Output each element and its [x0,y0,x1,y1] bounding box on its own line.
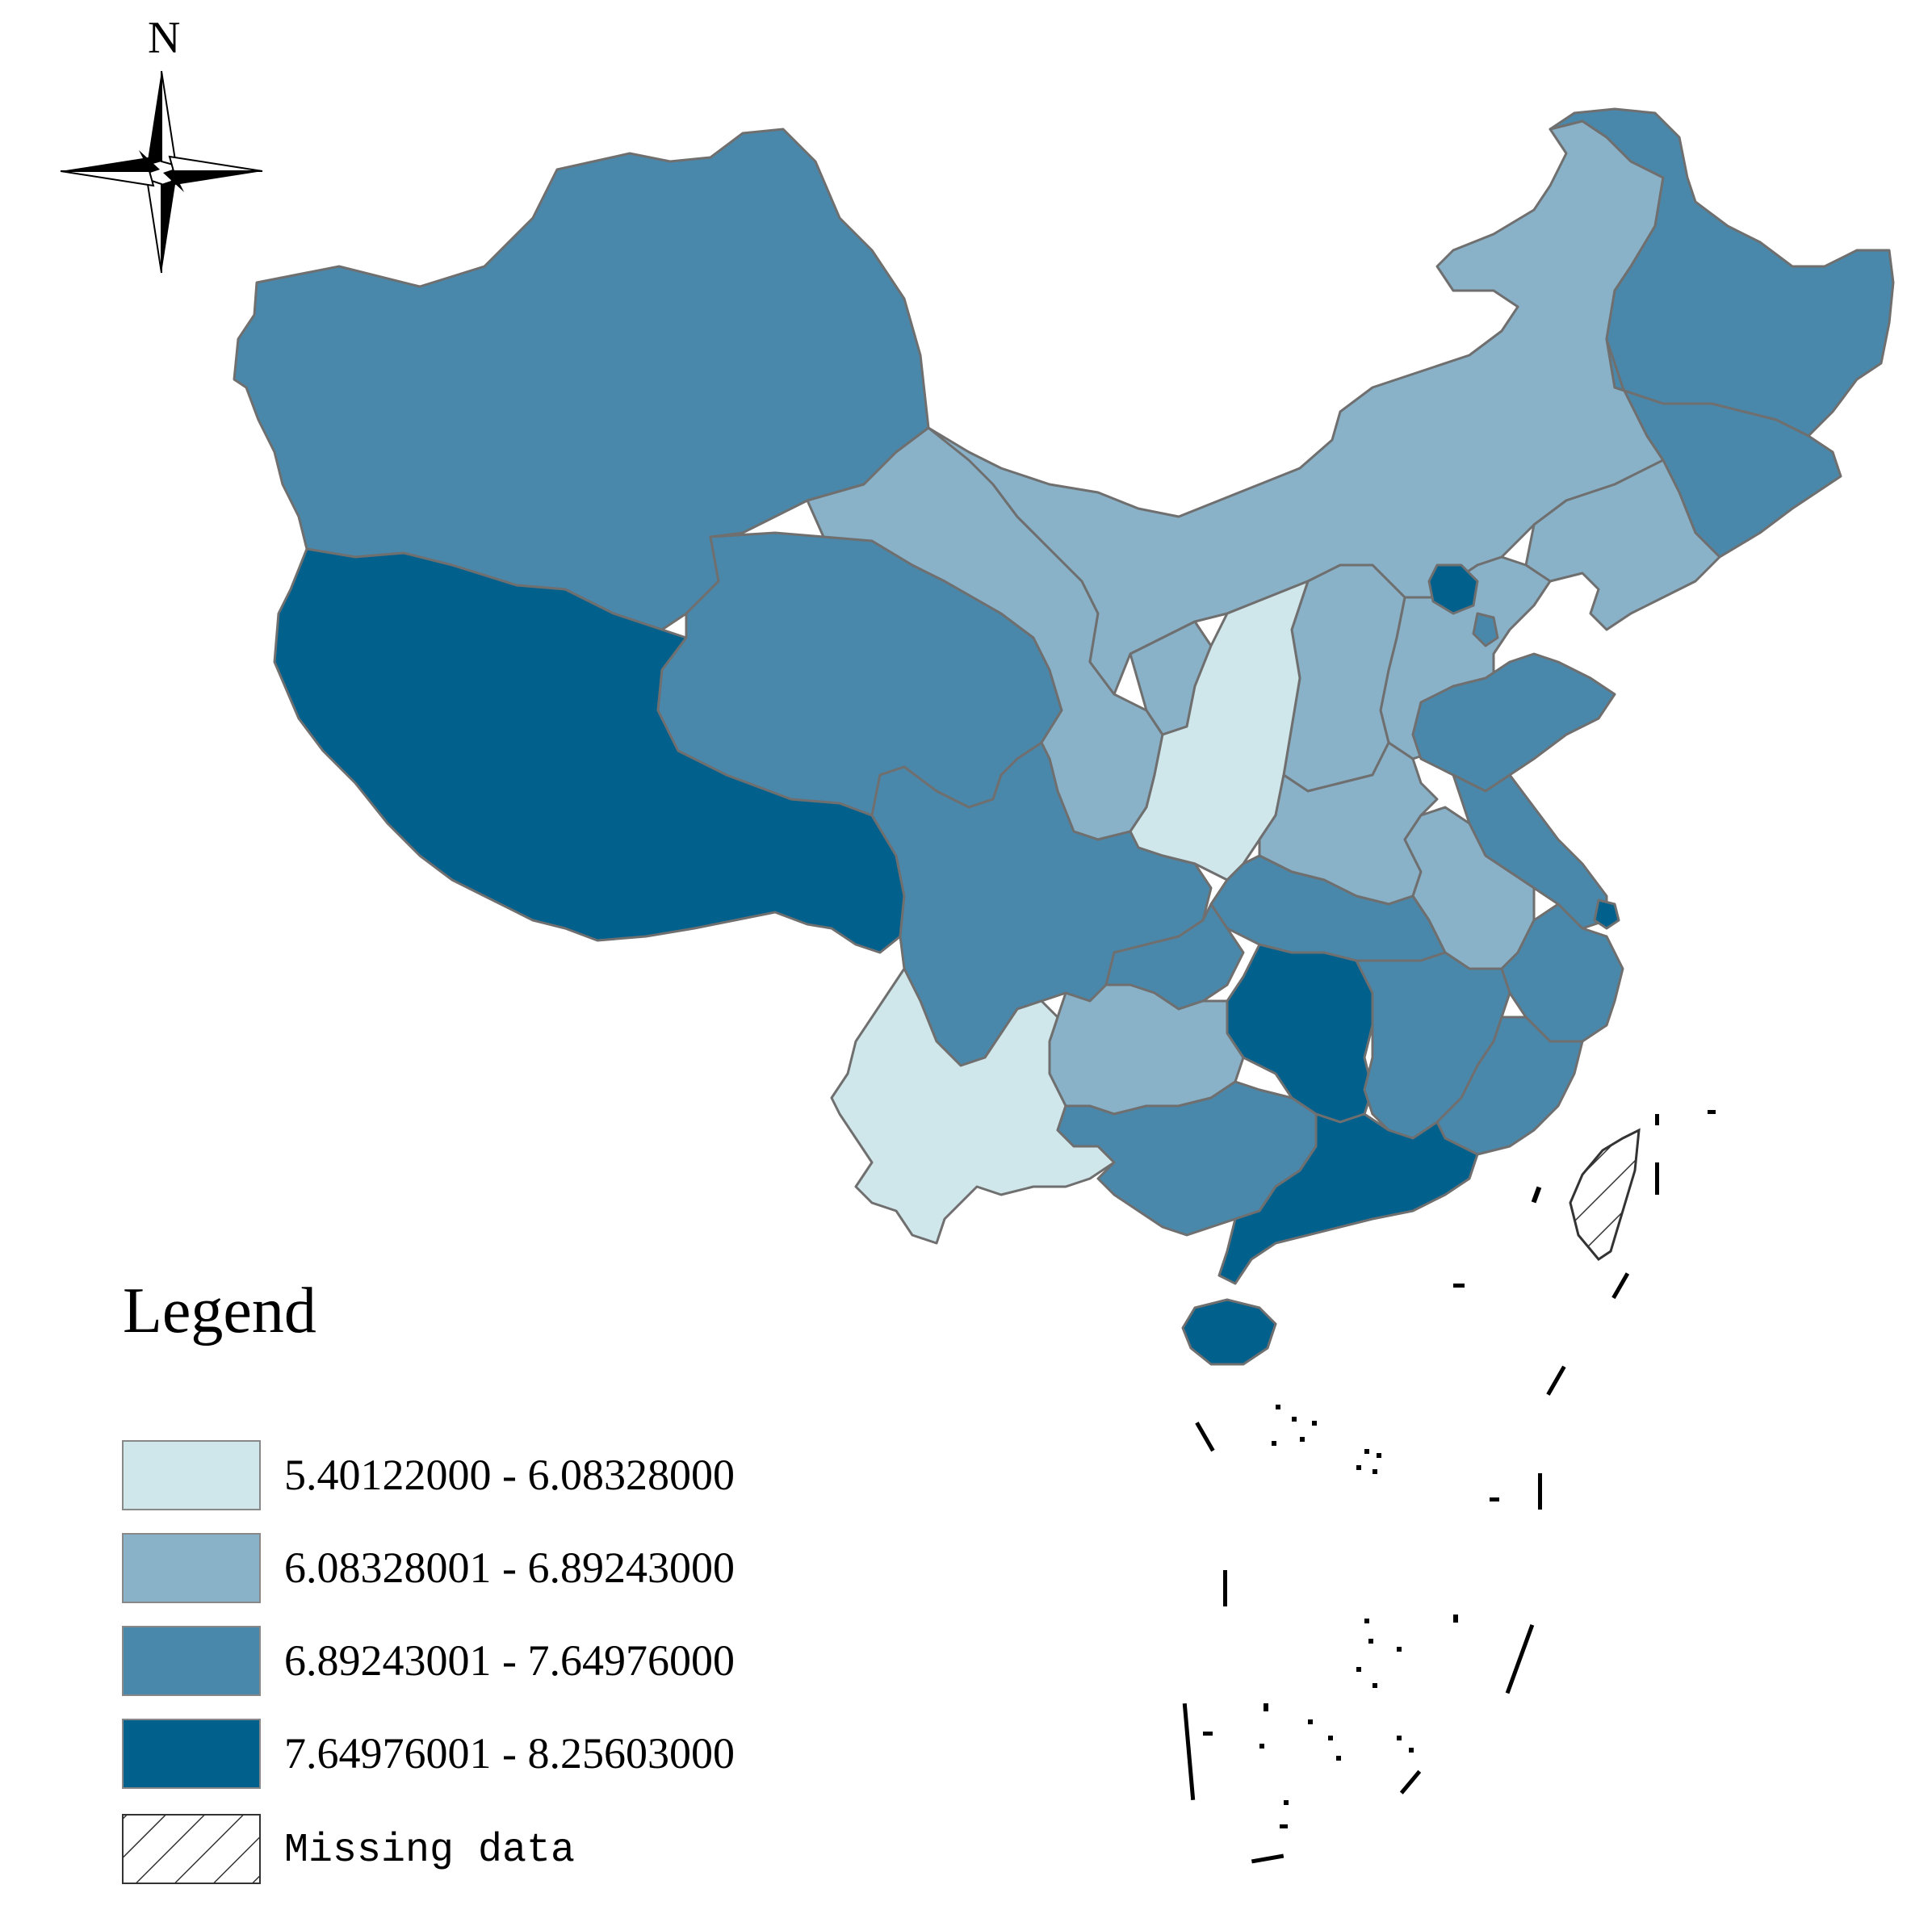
legend-title: Legend [123,1275,316,1347]
south-china-sea-islands [1182,1110,1716,1864]
legend-label-3: 6.89243001 - 7.64976000 [284,1636,735,1685]
legend-swatch-3 [122,1626,261,1696]
compass-north-label: N [148,13,180,63]
legend-swatch-1 [122,1440,261,1510]
legend-label-1: 5.40122000 - 6.08328000 [284,1451,735,1499]
region-shandong [1411,652,1616,793]
region-shaanxi [1129,580,1310,882]
region-taiwan-missing [1569,1128,1641,1261]
region-tibet [273,547,906,954]
legend-swatch-2 [122,1533,261,1603]
legend-swatch-missing [122,1814,261,1884]
region-zhejiang [1500,903,1624,1043]
legend-label-missing: Missing data [284,1828,575,1874]
legend: Legend 5.40122000 - 6.08328000 6.0832800… [122,1275,735,1884]
region-fujian [1435,1016,1584,1156]
map-provinces [233,107,1895,1366]
region-guangdong [1217,1112,1479,1285]
region-liaoning [1524,459,1721,631]
region-shanghai [1593,898,1620,930]
legend-swatch-4 [122,1719,261,1789]
legend-label-4: 7.64976001 - 8.25603000 [284,1729,735,1778]
north-arrow-icon: N [60,13,263,274]
region-hainan [1181,1298,1277,1366]
region-xinjiang [233,128,930,631]
legend-label-2: 6.08328001 - 6.89243000 [284,1543,735,1592]
region-yunnan [830,967,1116,1245]
region-heilongjiang [1549,107,1895,438]
region-beijing [1427,563,1479,615]
region-tianjin [1472,612,1499,647]
